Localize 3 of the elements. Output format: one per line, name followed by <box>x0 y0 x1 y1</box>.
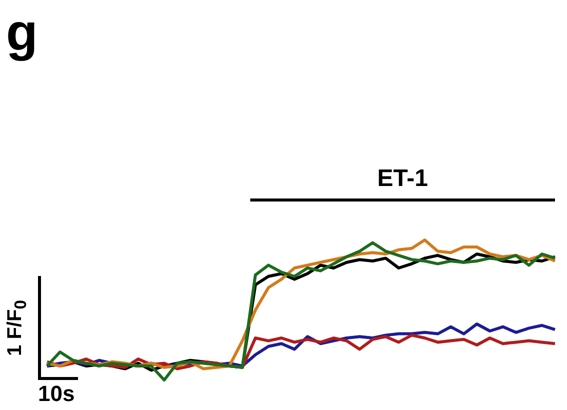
x-axis-title: 10s <box>38 381 75 406</box>
chart-title: g <box>6 4 38 62</box>
text: ET-1 <box>377 165 428 192</box>
